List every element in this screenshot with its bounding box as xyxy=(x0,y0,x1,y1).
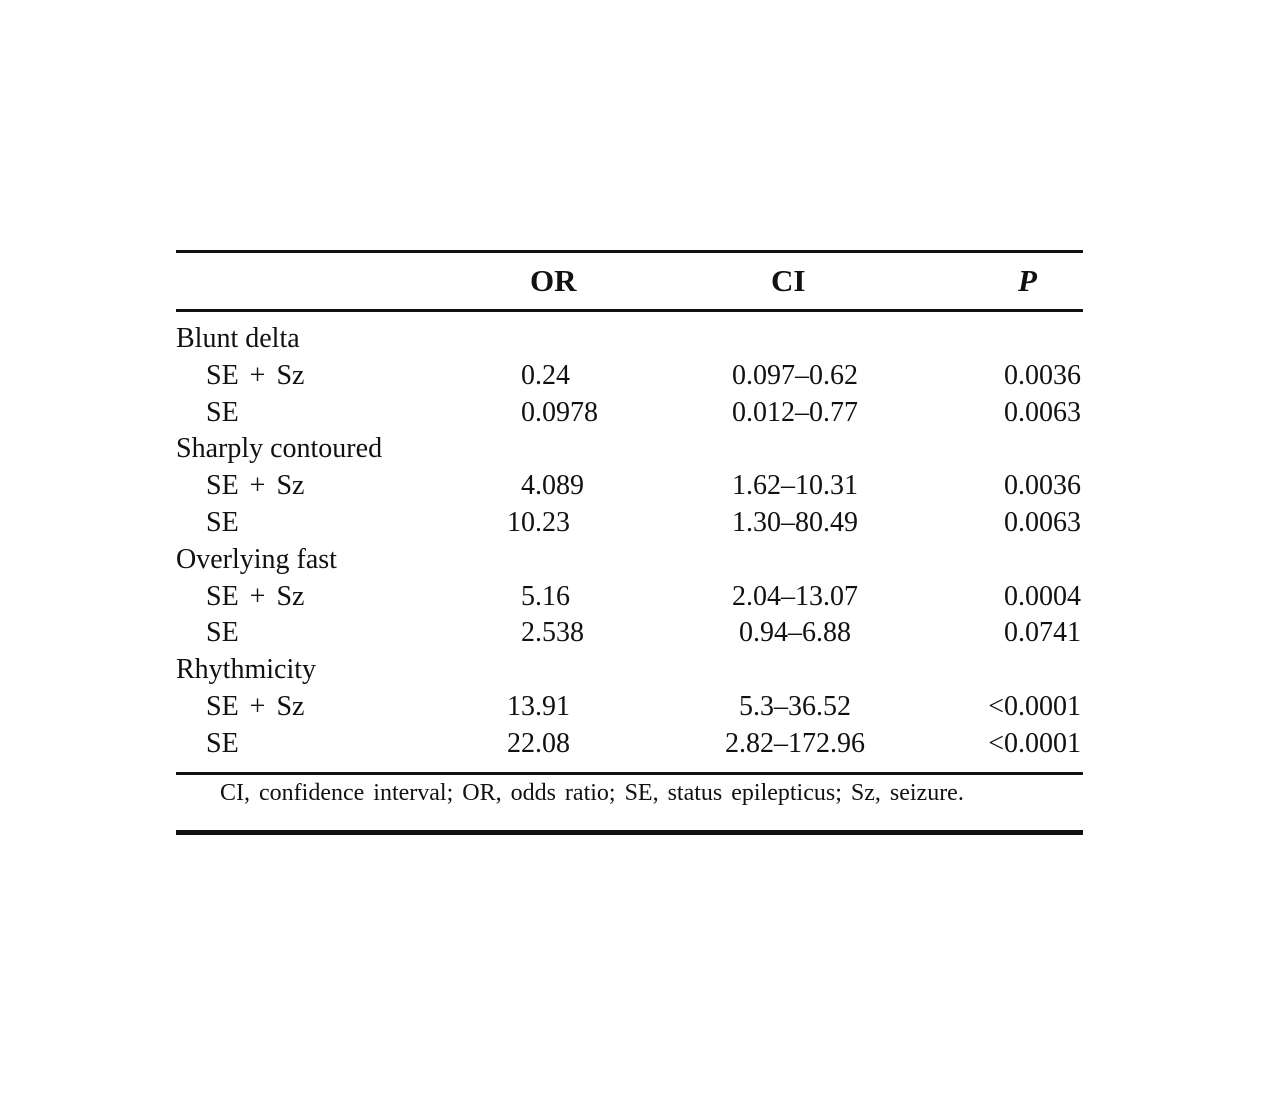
table-row: SE 2.538 0.94–6.88 0.0741 xyxy=(176,616,1083,653)
group-row: Blunt delta xyxy=(176,322,1083,359)
footnote-text: CI, confidence interval; OR, odds ratio;… xyxy=(220,779,964,806)
ci-value: 1.62–10.31 xyxy=(732,470,858,502)
ci-value: 2.82–172.96 xyxy=(725,727,865,759)
table-row: SE 22.08 2.82–172.96 <0.0001 xyxy=(176,727,1083,764)
p-value: 0.0004 xyxy=(1004,580,1081,612)
table-bottom-rule xyxy=(176,829,1083,835)
or-value: 4.089 xyxy=(521,470,584,502)
row-label: SE xyxy=(206,506,239,538)
group-row: Sharply contoured xyxy=(176,432,1083,469)
group-label: Overlying fast xyxy=(176,543,337,575)
or-value: 10.23 xyxy=(507,506,570,538)
row-label: SE xyxy=(206,396,239,428)
p-value: 0.0063 xyxy=(1004,506,1081,538)
group-label: Sharply contoured xyxy=(176,433,383,465)
p-value: 0.0036 xyxy=(1004,470,1081,502)
ci-value: 0.097–0.62 xyxy=(732,359,858,391)
table-footnote: CI, confidence interval; OR, odds ratio;… xyxy=(176,775,1083,830)
table-top-rule xyxy=(176,250,1083,253)
or-value: 0.24 xyxy=(521,359,570,391)
or-value: 0.0978 xyxy=(521,396,598,428)
header-ci: CI xyxy=(771,263,806,298)
ci-value: 5.3–36.52 xyxy=(739,690,851,722)
table-header-rule xyxy=(176,309,1083,312)
row-label: SE + Sz xyxy=(206,359,305,391)
row-label: SE + Sz xyxy=(206,470,305,502)
or-value: 13.91 xyxy=(507,690,570,722)
ci-value: 0.012–0.77 xyxy=(732,396,858,428)
header-or: OR xyxy=(530,263,577,298)
or-value: 22.08 xyxy=(507,727,570,759)
table-header: OR CI P xyxy=(176,253,1083,309)
ci-value: 0.94–6.88 xyxy=(739,617,851,649)
table-row: SE + Sz 0.24 0.097–0.62 0.0036 xyxy=(176,359,1083,396)
row-label: SE + Sz xyxy=(206,580,305,612)
group-row: Rhythmicity xyxy=(176,653,1083,690)
p-value: <0.0001 xyxy=(988,690,1081,722)
header-p: P xyxy=(1018,263,1037,298)
p-value: 0.0036 xyxy=(1004,359,1081,391)
group-label: Rhythmicity xyxy=(176,654,316,686)
row-label: SE xyxy=(206,727,239,759)
p-value: 0.0063 xyxy=(1004,396,1081,428)
ci-value: 1.30–80.49 xyxy=(732,506,858,538)
table-body: Blunt delta SE + Sz 0.24 0.097–0.62 0.00… xyxy=(176,312,1083,772)
p-value: <0.0001 xyxy=(988,727,1081,759)
group-row: Overlying fast xyxy=(176,543,1083,580)
table-footer-rule xyxy=(176,771,1083,775)
table-row: SE 0.0978 0.012–0.77 0.0063 xyxy=(176,396,1083,433)
p-value: 0.0741 xyxy=(1004,617,1081,649)
table-row: SE + Sz 4.089 1.62–10.31 0.0036 xyxy=(176,469,1083,506)
table-row: SE 10.23 1.30–80.49 0.0063 xyxy=(176,506,1083,543)
group-label: Blunt delta xyxy=(176,323,300,354)
table-row: SE + Sz 5.16 2.04–13.07 0.0004 xyxy=(176,580,1083,617)
row-label: SE xyxy=(206,617,239,649)
or-value: 5.16 xyxy=(521,580,570,612)
or-value: 2.538 xyxy=(521,617,584,649)
row-label: SE + Sz xyxy=(206,690,305,722)
ci-value: 2.04–13.07 xyxy=(732,580,858,612)
data-table: OR CI P Blunt delta SE + Sz 0.24 0.097–0… xyxy=(176,250,1083,835)
table-row: SE + Sz 13.91 5.3–36.52 <0.0001 xyxy=(176,690,1083,727)
